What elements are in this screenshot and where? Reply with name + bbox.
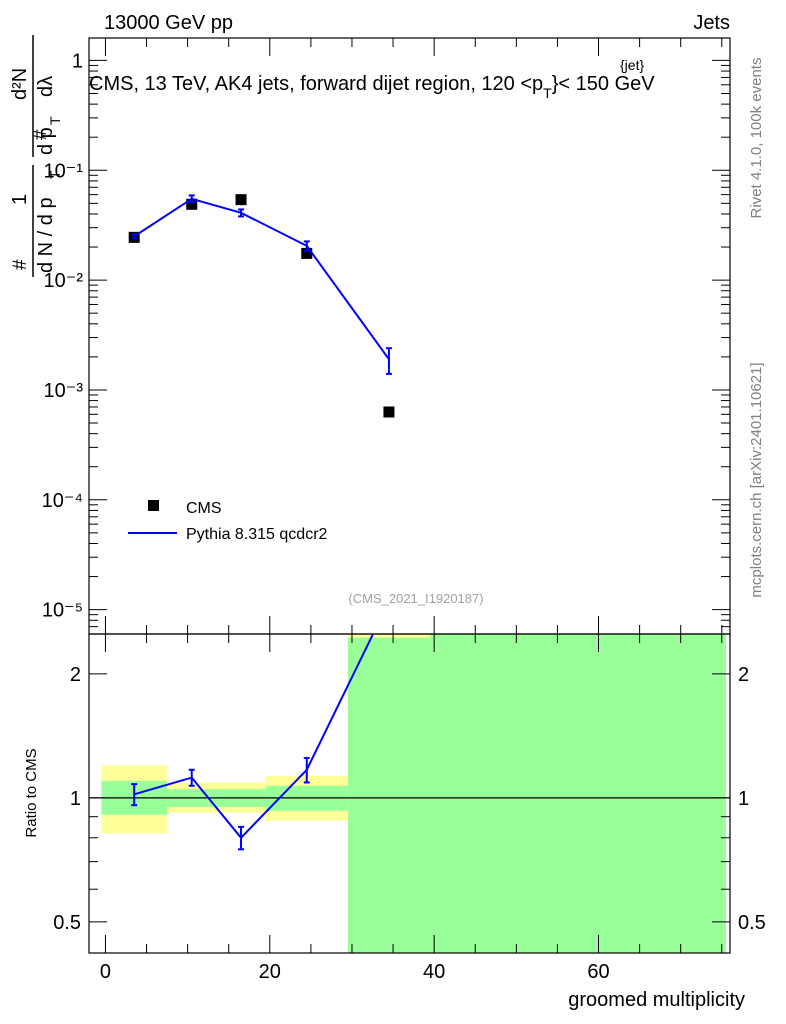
legend-label-pythia: Pythia 8.315 qcdcr2 — [186, 526, 328, 543]
y-label-t-1: T — [47, 170, 63, 179]
chart-title-suffix: }< 150 GeV — [552, 73, 656, 95]
cms-data-point — [186, 198, 198, 210]
ratio-y-tick-label-right: 0.5 — [738, 912, 766, 934]
main-x-ticks — [104, 38, 723, 634]
main-panel — [88, 37, 731, 635]
main-frame — [88, 37, 731, 635]
y-label-d2n: d²N — [9, 68, 31, 100]
ratio-y-axis: 0.5 0.5 1 1 2 2 — [53, 664, 766, 934]
x-tick-label: 40 — [423, 961, 445, 983]
y-label-t-2: T — [47, 116, 63, 125]
x-tick-label: 20 — [259, 961, 281, 983]
legend: CMS Pythia 8.315 qcdcr2 — [128, 500, 328, 543]
stat-band-green — [430, 634, 726, 953]
beam-label: 13000 GeV pp — [104, 12, 233, 34]
y-label-hash-1: # — [10, 259, 31, 270]
ratio-y-tick-label: 2 — [70, 664, 81, 686]
chart-title-sub: T — [543, 85, 552, 101]
ratio-data-layer — [89, 634, 730, 851]
x-axis-label: groomed multiplicity — [568, 989, 745, 1011]
main-y-tick-label: 10⁻¹ — [44, 160, 84, 182]
legend-label-cms: CMS — [186, 500, 222, 517]
analysis-id: (CMS_2021_I1920187) — [348, 591, 483, 606]
y-label-dl: dλ — [35, 76, 57, 97]
ratio-uncertainty-bands — [101, 634, 726, 953]
chart-title: CMS, 13 TeV, AK4 jets, forward dijet reg… — [89, 73, 655, 101]
rivet-label: Rivet 4.1.0, 100k events — [748, 58, 765, 219]
y-label-dn: d N / d p — [35, 197, 57, 273]
stat-band-green — [347, 637, 431, 953]
cms-data-point — [301, 247, 313, 259]
ratio-y-tick-label: 1 — [70, 788, 81, 810]
ratio-x-axis: 0 20 40 60 — [100, 634, 723, 983]
legend-marker-cms — [148, 500, 159, 511]
main-y-axis-label: # 1 d N / d p T d²N # d p T dλ — [9, 35, 63, 277]
y-label-one: 1 — [9, 194, 31, 205]
mcplots-label: mcplots.cern.ch [arXiv:2401.10621] — [748, 362, 765, 597]
x-tick-label: 60 — [587, 961, 609, 983]
pythia-line — [133, 197, 390, 360]
y-label-dpt: d p — [35, 127, 57, 155]
main-data-layer — [128, 194, 395, 418]
ratio-y-tick-label: 0.5 — [53, 912, 81, 934]
main-y-axis: 1 10⁻¹ 10⁻² 10⁻³ 10⁻⁴ 10⁻⁵ — [42, 50, 730, 635]
main-y-tick-label: 10⁻³ — [44, 380, 84, 402]
ratio-y-tick-label-right: 1 — [738, 788, 749, 810]
cms-data-point — [235, 194, 247, 206]
main-y-tick-label: 10⁻² — [44, 270, 84, 292]
chart-title-sup: {jet} — [620, 57, 644, 73]
main-y-tick-label: 10⁻⁵ — [42, 600, 83, 622]
ratio-y-tick-label-right: 2 — [738, 664, 749, 686]
main-y-tick-label: 1 — [72, 50, 83, 72]
cms-data-point — [383, 406, 395, 418]
ratio-frame — [88, 633, 731, 954]
ratio-y-axis-label: Ratio to CMS — [23, 748, 40, 837]
main-y-tick-label: 10⁻⁴ — [42, 490, 83, 512]
category-label: Jets — [693, 12, 730, 34]
chart-title-main: CMS, 13 TeV, AK4 jets, forward dijet reg… — [89, 73, 543, 95]
x-tick-label: 0 — [100, 961, 111, 983]
y-label-hash-2: # — [30, 129, 51, 140]
